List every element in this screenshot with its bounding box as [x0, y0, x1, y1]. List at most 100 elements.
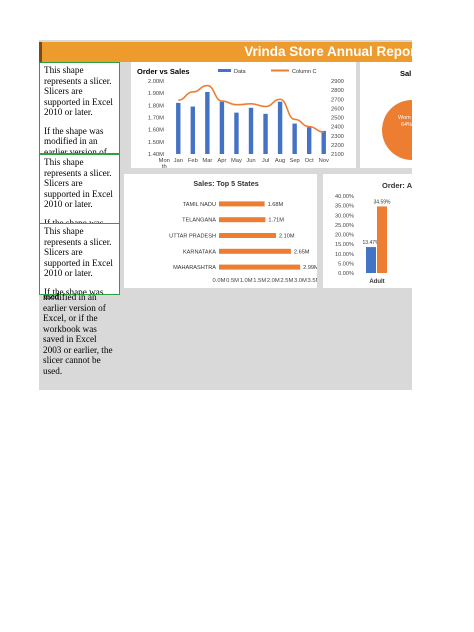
x-tick-label: Mon — [159, 158, 170, 164]
top-states-chart: Sales: Top 5 States TAMIL NADU 1.68M TELANG… — [169, 179, 320, 284]
chart-title: Order vs Sales — [137, 67, 190, 76]
legend-label-column-c: Column C — [292, 69, 316, 75]
data-label: 1.68M — [268, 202, 284, 208]
x-tick-label: 2.5M — [280, 278, 293, 284]
report-header-bar: Vrinda Store Annual Report — [39, 42, 412, 62]
x-tick-label: 0.0M — [213, 278, 226, 284]
top-states-panel[interactable]: Sales: Top 5 States TAMIL NADU 1.68M TELANG… — [124, 174, 321, 288]
legend-swatch-data — [218, 69, 231, 72]
chart-title: Sal — [400, 69, 411, 78]
category-label: TAMIL NADU — [183, 202, 216, 208]
slicer-message-text: This shape represents a slicer. Slicers … — [44, 226, 113, 278]
y-right-tick-label: 2900 — [331, 79, 344, 85]
y-tick-label: 30.00% — [335, 213, 354, 219]
bar-karnataka — [219, 248, 291, 254]
bar-data-jun — [248, 107, 254, 154]
legend-label-data: Data — [234, 69, 247, 75]
category-label: KARNATAKA — [183, 249, 216, 255]
bar-data-feb — [190, 106, 196, 154]
bar-data-sep — [292, 123, 297, 154]
bar-data-aug — [277, 101, 283, 154]
x-tick-label: 2.0M — [267, 278, 280, 284]
overflow-word: used — [44, 292, 59, 301]
slicer-placeholder-3[interactable]: This shape represents a slicer. Slicers … — [39, 223, 120, 295]
y-right-tick-label: 2400 — [331, 125, 344, 131]
y-tick-label: 40.00% — [335, 194, 354, 200]
order-age-panel[interactable]: Order: A 40.00% 35.00% 30.00% 25.00% 20.00% 15… — [323, 174, 412, 288]
y-left-tick-label: 1.80M — [148, 103, 164, 109]
chart-title: Order: A — [382, 181, 412, 190]
pie-label: Wom — [398, 115, 411, 121]
x-tick-label: May — [231, 158, 242, 164]
y-tick-label: 5.00% — [338, 261, 354, 267]
data-label: 2.10M — [279, 234, 295, 240]
y-tick-label: 10.00% — [335, 252, 354, 258]
pie-label: 64% — [401, 122, 412, 128]
slicer-placeholder-2[interactable]: This shape represents a slicer. Slicers … — [39, 154, 120, 224]
y-right-tick-label: 2100 — [331, 152, 344, 158]
bar-data-oct — [306, 127, 312, 154]
chart-title: Sales: Top 5 States — [193, 179, 258, 188]
bar-adult-series-2 — [377, 206, 387, 273]
slicer-placeholder-1[interactable]: This shape represents a slicer. Slicers … — [39, 62, 120, 154]
y-right-tick-label: 2700 — [331, 97, 344, 103]
x-tick-label: 0.5M — [226, 278, 239, 284]
x-tick-label: Aug — [275, 158, 285, 164]
y-tick-label: 0.00% — [338, 271, 354, 277]
order-age-chart: Order: A 40.00% 35.00% 30.00% 25.00% 20.00% 15… — [335, 181, 412, 285]
y-left-tick-label: 1.70M — [148, 116, 164, 122]
header-accent — [39, 42, 42, 62]
y-right-tick-label: 2800 — [331, 88, 344, 94]
y-left-tick-label: 1.60M — [148, 128, 164, 134]
slicer-message-text: If the shape was — [44, 286, 104, 295]
slicer-message-text: This shape represents a slicer. Slicers … — [44, 157, 113, 209]
bar-data-mar — [205, 91, 210, 154]
data-label: 2.99M — [303, 265, 317, 271]
report-title: Vrinda Store Annual Report — [244, 44, 412, 59]
x-tick-label: 3.5M — [308, 278, 317, 284]
data-label: 34.59% — [374, 199, 392, 205]
y-right-tick-label: 2500 — [331, 116, 344, 122]
sales-gender-panel[interactable]: Sal Wom 64% — [360, 62, 412, 168]
x-tick-label: Apr — [217, 158, 226, 164]
y-right-tick-label: 2600 — [331, 106, 344, 112]
x-tick-label-extra: th — [162, 164, 167, 168]
bar-data-may — [234, 112, 239, 154]
bar-data-apr — [219, 101, 225, 154]
bar-telangana — [219, 217, 266, 223]
bar-adult-series-1 — [366, 247, 376, 273]
x-tick-label: Jun — [246, 158, 255, 164]
x-tick-label: Oct — [305, 158, 314, 164]
bar-maharashtra — [219, 264, 301, 270]
pie-slice-women — [382, 100, 412, 160]
x-tick-label: 3.0M — [294, 278, 307, 284]
x-tick-label: 1.0M — [240, 278, 253, 284]
slicer-overflow-text: used modified in an earlier version of E… — [43, 292, 115, 376]
category-label: Adult — [369, 279, 384, 285]
y-tick-label: 20.00% — [335, 233, 354, 239]
y-left-tick-label: 1.90M — [148, 91, 164, 97]
slicer-message-text: If the shape was modified in an earlier … — [44, 125, 107, 154]
y-right-tick-label: 2200 — [331, 143, 344, 149]
overflow-paragraph: modified in an earlier version of Excel,… — [43, 292, 113, 376]
order-vs-sales-chart: Order vs Sales Data Column C 2.00M 1.90M 1.80… — [137, 67, 344, 170]
y-tick-label: 15.00% — [335, 242, 354, 248]
bar-data-jul — [263, 113, 268, 154]
y-left-tick-label: 2.00M — [148, 79, 164, 85]
slicer-message-text: If the shape was — [44, 217, 104, 224]
x-tick-label: 1.5M — [253, 278, 266, 284]
y-left-tick-label: 1.40M — [148, 152, 164, 158]
order-vs-sales-panel[interactable]: Order vs Sales Data Column C 2.00M 1.90M 1.80… — [131, 62, 356, 170]
bar-uttar-pradesh — [219, 233, 276, 238]
slicer-message-text: This shape represents a slicer. Slicers … — [44, 65, 113, 117]
x-tick-label: Sep — [289, 158, 299, 164]
x-tick-label: Mar — [202, 158, 212, 164]
bar-data-nov — [321, 130, 326, 154]
y-tick-label: 35.00% — [335, 204, 354, 210]
x-tick-label: Jan — [174, 158, 183, 164]
x-tick-label: Nov — [319, 158, 329, 164]
x-tick-label: Feb — [188, 158, 198, 164]
y-tick-label: 25.00% — [335, 223, 354, 229]
y-right-tick-label: 2300 — [331, 134, 344, 140]
